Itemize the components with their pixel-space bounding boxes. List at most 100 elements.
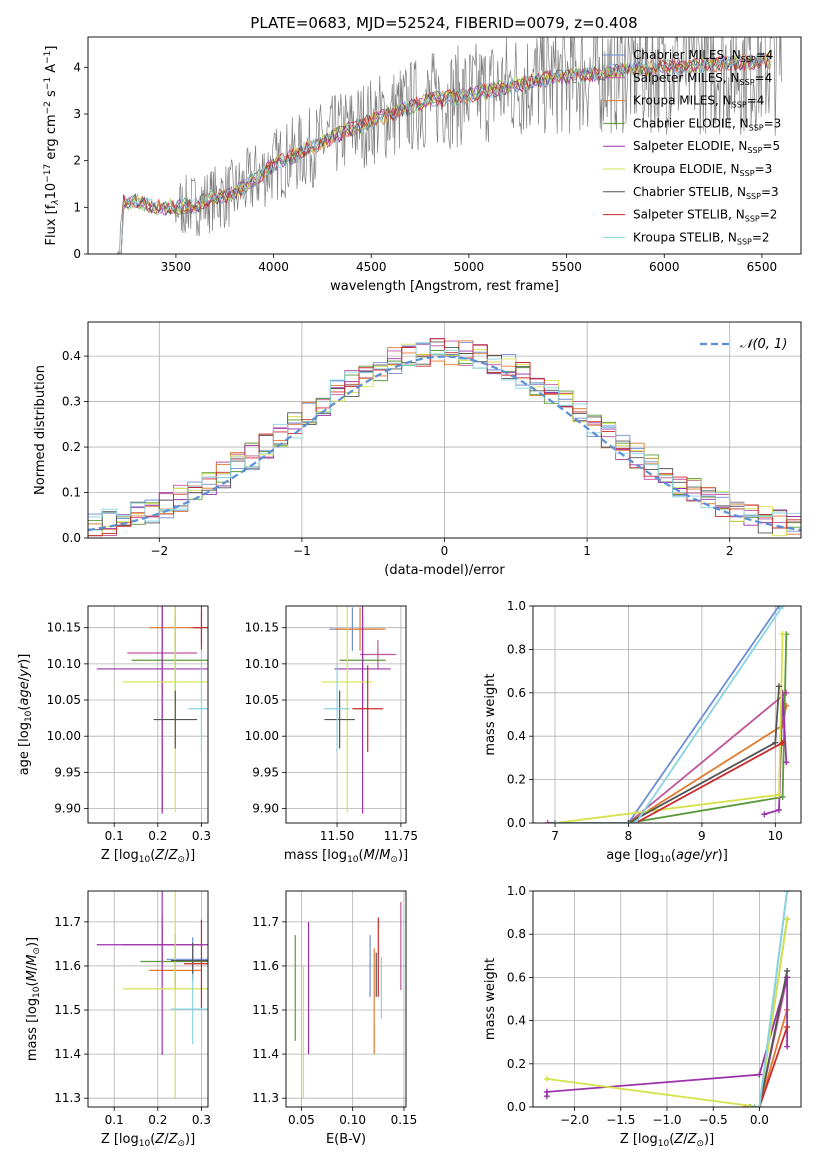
x-tick-label: 6000 <box>649 260 680 274</box>
y-tick-label: 0.2 <box>507 1057 526 1071</box>
massweight-line <box>754 1026 788 1107</box>
massweight-marker <box>544 820 551 823</box>
axes-frame <box>532 605 802 824</box>
y-tick-label: 11.6 <box>54 959 81 973</box>
spectrum-lines <box>117 37 782 254</box>
legend-label: Chabrier STELIB, NSSP=3 <box>633 185 779 201</box>
y-tick-label: 11.5 <box>54 1003 81 1017</box>
y-axis-label: Normed distribution <box>33 365 48 495</box>
y-tick-label: 2 <box>73 154 81 168</box>
massweight-marker <box>543 1075 550 1082</box>
massweight-marker <box>761 811 768 818</box>
massweight-line <box>554 634 784 823</box>
y-tick-label: 0.6 <box>507 686 526 700</box>
errorbars-group <box>96 891 208 1100</box>
residual-histogram <box>88 338 801 537</box>
y-tick-label: 0.2 <box>507 773 526 787</box>
massweight-marker <box>775 606 782 609</box>
figure-title: PLATE=0683, MJD=52524, FIBERID=0079, z=0… <box>250 14 637 32</box>
y-tick-label: 0.8 <box>507 642 526 656</box>
y-tick-label: 0.8 <box>507 927 526 941</box>
y-tick-label: 11.4 <box>54 1047 81 1061</box>
y-tick-label: 11.3 <box>252 1091 279 1105</box>
legend-label: Kroupa ELODIE, NSSP=3 <box>633 162 772 178</box>
x-tick-label: 1 <box>583 544 591 558</box>
x-tick-label: 0.2 <box>148 829 167 843</box>
massweight-marker <box>756 1104 763 1107</box>
axes-frame <box>87 36 802 255</box>
x-tick-label: 11.50 <box>320 829 354 843</box>
x-tick-label: 10 <box>768 829 783 843</box>
legend-label: Kroupa STELIB, NSSP=2 <box>633 230 770 246</box>
y-tick-label: 0.1 <box>62 486 81 500</box>
panel-spectrum: 3500 4000 4500 5000 5500 6000 6500 0 1 2 3 4 wavelen… <box>43 36 802 294</box>
panel-age_vs_z: 0.1 0.2 0.3 9.90 9.95 10.00 10.05 10.10 10.15 Z [… <box>17 605 211 865</box>
model-spectrum-line <box>120 53 771 254</box>
massweight-marker <box>756 1071 763 1078</box>
x-tick-label: 2 <box>726 544 734 558</box>
massweight-line <box>555 741 784 823</box>
y-tick-label: 9.95 <box>252 765 279 779</box>
model-spectrum-line <box>120 54 771 254</box>
x-tick-label: 0.3 <box>192 1113 211 1127</box>
residual-histogram <box>88 343 801 537</box>
legend-label: Salpeter MILES, NSSP=4 <box>633 71 772 87</box>
x-tick-label: −2.0 <box>560 1113 589 1127</box>
x-tick-label: −1.0 <box>652 1113 681 1127</box>
massweight-line <box>555 705 788 823</box>
y-tick-label: 11.3 <box>54 1091 81 1105</box>
y-tick-label: 9.90 <box>54 802 81 816</box>
panels-group: 3500 4000 4500 5000 5500 6000 6500 0 1 2 3 4 wavelen… <box>17 36 802 1149</box>
x-tick-label: 4500 <box>356 260 387 274</box>
massweight-line <box>547 692 787 823</box>
x-tick-label: 6500 <box>747 260 778 274</box>
axes-frame <box>285 605 407 824</box>
massweight-marker <box>552 820 559 823</box>
observed-spectrum-line <box>117 37 782 254</box>
y-tick-label: 9.90 <box>252 802 279 816</box>
legend-label: Chabrier MILES, NSSP=4 <box>633 48 773 64</box>
y-tick-label: 0.4 <box>507 1014 526 1028</box>
y-tick-label: 4 <box>73 60 81 74</box>
y-tick-label: 0.6 <box>507 970 526 984</box>
y-tick-label: 0.0 <box>62 531 81 545</box>
x-tick-label: 8 <box>625 829 633 843</box>
x-tick-label: 0.2 <box>148 1113 167 1127</box>
errorbars-group <box>294 902 402 1099</box>
massweight-line <box>555 686 780 823</box>
x-tick-label: 0.10 <box>339 1113 366 1127</box>
massweight-marker <box>751 1104 758 1107</box>
y-tick-label: 10.10 <box>47 657 81 671</box>
x-tick-label: 11.75 <box>384 829 418 843</box>
massweight-marker <box>783 759 790 766</box>
y-axis-label: mass [log10(M/M⊙)] <box>25 937 42 1061</box>
x-axis-label: Z [log10(Z/Z⊙)] <box>620 1132 714 1149</box>
y-tick-label: 9.95 <box>54 765 81 779</box>
y-tick-label: 11.5 <box>252 1003 279 1017</box>
axes-frame <box>87 605 209 824</box>
massweight-marker <box>625 820 632 823</box>
massweight-line <box>745 1009 788 1107</box>
y-tick-label: 10.00 <box>47 729 81 743</box>
x-tick-label: 0.3 <box>192 829 211 843</box>
residual-histogram <box>88 342 801 522</box>
y-tick-label: 10.10 <box>245 657 279 671</box>
y-tick-label: 10.15 <box>47 621 81 635</box>
normal-curve <box>88 355 801 532</box>
x-tick-label: 0.05 <box>288 1113 315 1127</box>
y-tick-label: 0.4 <box>62 349 81 363</box>
x-tick-label: −0.5 <box>699 1113 728 1127</box>
x-axis-label: (data-model)/error <box>384 563 505 578</box>
x-tick-label: 0.1 <box>105 1113 124 1127</box>
axes-frame <box>87 321 802 539</box>
legend-label: Salpeter ELODIE, NSSP=5 <box>633 139 780 155</box>
massweight-marker <box>543 1088 550 1095</box>
panel-massweight_vs_age: 7 8 9 10 0.0 0.2 0.4 0.6 0.8 1.0 age [log10(age/yr… <box>483 599 802 865</box>
massweight-marker <box>784 891 791 894</box>
x-tick-label: −1.5 <box>606 1113 635 1127</box>
axes-frame <box>87 890 209 1108</box>
legend-label: Salpeter STELIB, NSSP=2 <box>633 208 777 224</box>
massweight-marker <box>784 967 791 974</box>
histogram-group <box>88 338 801 537</box>
massweight-marker <box>775 683 782 690</box>
